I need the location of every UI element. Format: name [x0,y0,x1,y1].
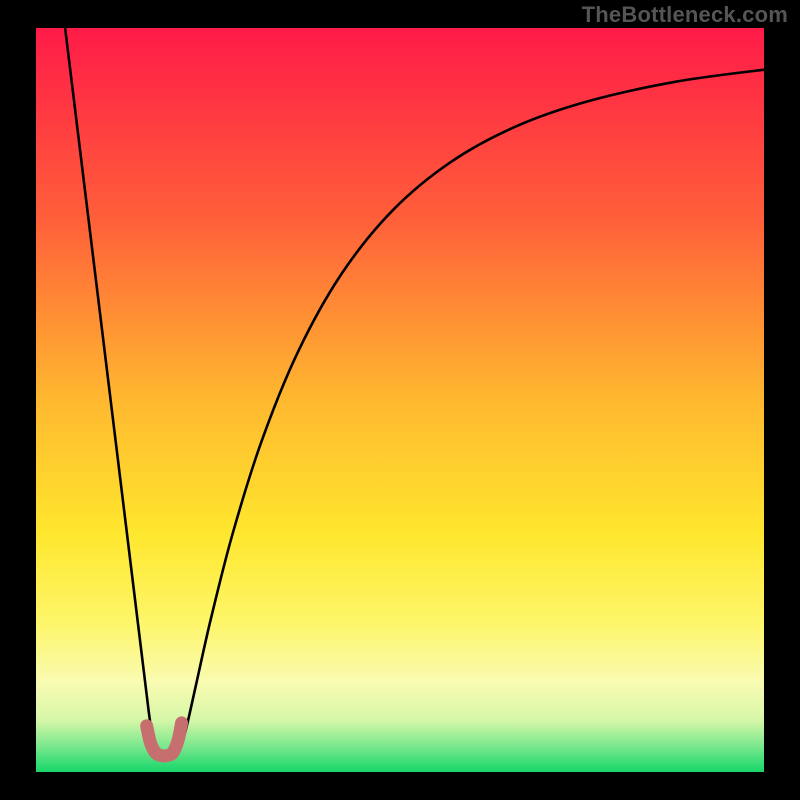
chart-svg [0,0,800,800]
plot-background [36,28,764,772]
chart-frame: TheBottleneck.com [0,0,800,800]
watermark-text: TheBottleneck.com [582,2,788,28]
